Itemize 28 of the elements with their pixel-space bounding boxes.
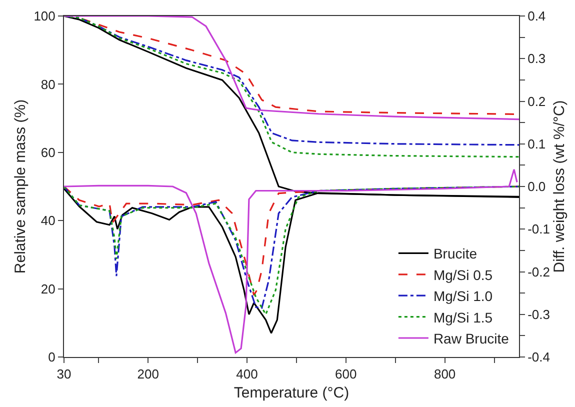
y2-tick-label: -0.2: [528, 264, 550, 280]
y-tick-label: 40: [40, 213, 56, 228]
y2-tick-label: 0.0: [528, 179, 546, 194]
legend-label: Mg/Si 0.5: [433, 266, 493, 283]
y2-tick-label: 0.2: [528, 94, 546, 109]
y-tick-label: 100: [34, 8, 56, 24]
y2-tick-label: -0.4: [528, 350, 550, 365]
legend-label: Raw Brucite: [433, 330, 510, 346]
legend-label: Brucite: [433, 246, 478, 262]
y-axis-title: Relative sample mass (%): [12, 99, 29, 274]
y-tick-label: 60: [40, 144, 56, 160]
legend-label: Mg/Si 1.5: [433, 309, 493, 326]
y2-tick-label: -0.3: [528, 306, 550, 322]
y2-tick-label: 0.4: [528, 8, 546, 24]
y2-tick-label: 0.1: [528, 136, 546, 152]
y-tick-label: 20: [40, 281, 56, 296]
y-tick-label: 80: [40, 76, 56, 92]
x-tick-label: 600: [335, 366, 357, 382]
y2-tick-label: 0.3: [528, 51, 546, 66]
x-tick-label: 30: [56, 366, 72, 382]
x-tick-label: 400: [236, 366, 258, 382]
x-tick-label: 800: [434, 366, 456, 382]
y2-tick-label: -0.1: [528, 222, 550, 237]
y-tick-label: 0: [48, 350, 56, 365]
y2-axis-title: Diff. weight loss (wt %/°C): [551, 100, 568, 273]
x-tick-label: 200: [137, 366, 159, 382]
x-axis-title: Temperature (°C): [234, 384, 350, 402]
legend-label: Mg/Si 1.0: [433, 288, 493, 304]
